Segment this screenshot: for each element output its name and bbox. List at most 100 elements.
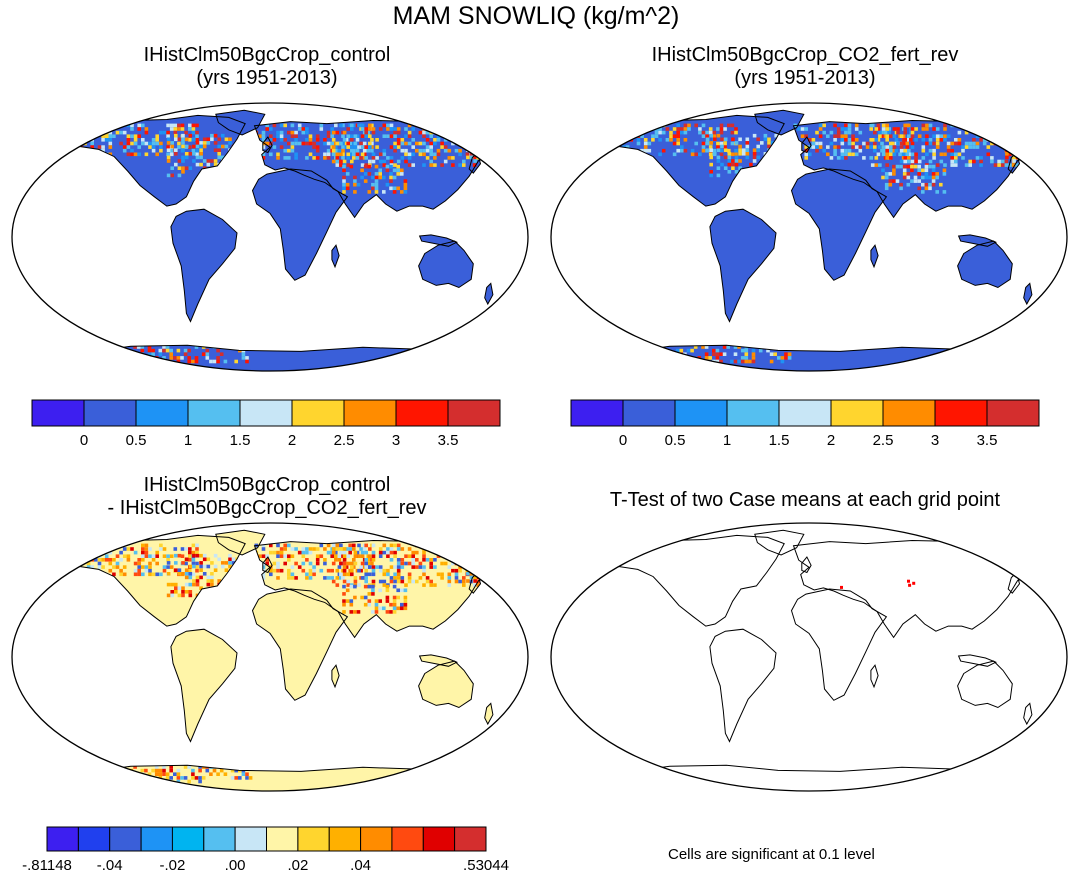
map-co2-fert-rev-cell [676, 141, 680, 146]
map-control-cell [498, 133, 503, 138]
map-co2-fert-rev-cell [808, 152, 812, 157]
map-co2-fert-rev-cell [993, 138, 998, 142]
map-control-cell [350, 159, 354, 164]
map-control-cell [326, 141, 331, 146]
map-control-cell [137, 127, 141, 131]
map-co2-fert-rev-cell [793, 152, 798, 157]
map-difference-cell [498, 557, 503, 562]
map-co2-fert-rev-cell [804, 127, 808, 131]
map-difference-cell [415, 558, 419, 562]
map-control-cell [76, 152, 80, 157]
new-zealand-outline [1023, 282, 1033, 306]
map-difference-cell [119, 550, 123, 555]
map-difference-cell [447, 572, 452, 577]
map-control-cell [363, 172, 368, 176]
map-control-cell [319, 127, 324, 131]
map-co2-fert-rev-cell [1034, 159, 1038, 163]
map-control-cell [382, 123, 387, 128]
map-control-cell [122, 148, 127, 153]
map-co2-fert-rev-cell [844, 148, 848, 153]
map-control-cell [495, 155, 499, 160]
map-difference-cell [502, 579, 506, 583]
map-control-cell [425, 148, 430, 153]
map-control-cell [352, 123, 356, 128]
map-control-cell [130, 127, 134, 131]
map-control-cell [331, 152, 336, 157]
map-difference-cell [245, 776, 249, 780]
map-difference-cell [400, 576, 405, 580]
map-co2-fert-rev-cell [899, 182, 903, 187]
map-co2-fert-rev-cell [928, 141, 933, 146]
map-control-cell [407, 152, 412, 157]
map-difference-cell [144, 554, 149, 558]
map-control-cell [258, 134, 262, 138]
map-co2-fert-rev-cell [715, 348, 720, 353]
map-difference-cell [342, 579, 347, 584]
map-co2-fert-rev-cell [1033, 163, 1038, 167]
map-difference-cell [235, 579, 239, 583]
map-difference-cell [192, 553, 196, 558]
map-difference-cell [473, 564, 477, 569]
map-co2-fert-rev-cell [840, 152, 845, 157]
map-control-cell [206, 141, 211, 145]
map-control-cell [342, 186, 346, 191]
map-co2-fert-rev-cell [1008, 127, 1012, 131]
map-control-cell [462, 138, 466, 142]
map-control-cell [371, 186, 375, 191]
map-difference-cell [108, 558, 113, 562]
map-co2-fert-rev-cell [1026, 141, 1030, 146]
map-co2-fert-rev-cell [715, 359, 720, 364]
map-difference-cell [403, 606, 408, 611]
map-difference-cell [469, 553, 474, 558]
map-control-cell [228, 166, 232, 170]
map-difference-cell [389, 610, 393, 614]
colorbar-swatch [328, 826, 362, 852]
map-difference-cell [371, 543, 376, 548]
map-difference-cell [480, 558, 484, 562]
map-difference-cell [287, 576, 291, 580]
map-control-cell [261, 130, 266, 135]
map-difference-cell [348, 547, 352, 551]
australia-outline [957, 240, 1013, 289]
map-co2-fert-rev-cell [690, 359, 694, 364]
map-co2-fert-rev-cell [932, 127, 936, 131]
map-control-cell [429, 123, 433, 128]
panel-title-line: - IHistClm50BgcCrop_CO2_fert_rev [107, 497, 427, 519]
map-control-cell [396, 159, 401, 164]
map-difference-cell [188, 575, 193, 580]
map-difference-cell [159, 547, 163, 551]
map-co2-fert-rev-cell [661, 356, 665, 360]
map-control-cell [195, 155, 200, 160]
map-co2-fert-rev-cell [950, 152, 954, 157]
map-co2-fert-rev-cell [957, 130, 962, 135]
map-co2-fert-rev-cell [815, 148, 819, 153]
map-co2-fert-rev-cell [716, 155, 721, 160]
map-difference-cell [348, 550, 352, 555]
map-co2-fert-rev-cell [990, 159, 994, 164]
map-control-cell [158, 348, 163, 353]
map-control-cell [451, 130, 455, 135]
map-difference-cell [429, 558, 433, 562]
map-co2-fert-rev-cell [910, 145, 915, 149]
map-difference-cell [122, 565, 127, 569]
map-control-cell [487, 155, 492, 160]
map-difference-cell [177, 593, 182, 598]
map-difference-cell [108, 550, 113, 555]
map-difference-cell [206, 582, 211, 587]
map-difference-cell [199, 553, 203, 558]
map-control-cell [119, 130, 123, 135]
map-control-cell [151, 348, 155, 353]
map-difference-cell [411, 554, 415, 558]
map-co2-fert-rev-cell [651, 138, 655, 142]
map-co2-fert-rev-cell [833, 145, 837, 149]
map-difference-cell [443, 547, 448, 551]
map-control-cell [294, 130, 298, 135]
colorbar-swatch [291, 399, 345, 427]
map-control-cell [385, 168, 390, 173]
map-co2-fert-rev-cell [769, 359, 774, 364]
map-co2-fert-rev-cell [993, 123, 998, 128]
map-difference-cell [422, 554, 426, 558]
map-co2-fert-rev-cell [914, 156, 918, 160]
map-difference-cell [345, 599, 350, 603]
map-control-cell [389, 145, 394, 149]
